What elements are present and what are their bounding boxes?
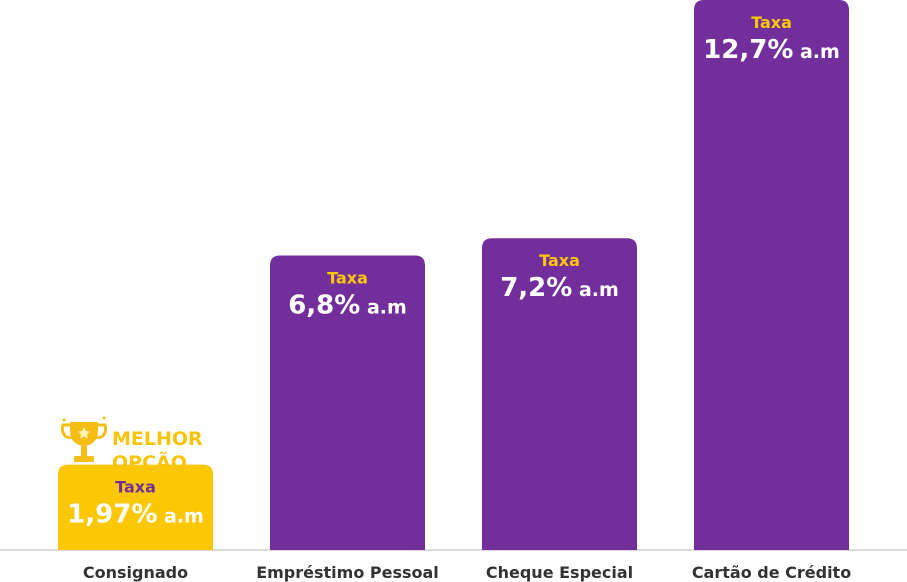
badge-line-2: OPÇÃO <box>112 450 187 474</box>
bar-value-label: 6,8% a.m <box>288 291 407 321</box>
bar-rate-caption: Taxa <box>539 251 580 270</box>
badge-line-1: MELHOR <box>112 428 203 450</box>
bar-1 <box>270 255 425 550</box>
trophy-icon <box>60 416 108 462</box>
category-label: Consignado <box>83 563 188 582</box>
bar-rate-caption: Taxa <box>327 269 368 288</box>
category-label: Cartão de Crédito <box>692 563 851 582</box>
bar-3 <box>694 0 849 550</box>
bar-rate-caption: Taxa <box>751 13 792 32</box>
bar-rate-caption: Taxa <box>115 478 156 497</box>
bar-value-label: 7,2% a.m <box>500 273 619 303</box>
bar-value-label: 12,7% a.m <box>703 35 840 65</box>
bar-value-label: 1,97% a.m <box>67 500 204 530</box>
best-option-badge: MELHOR OPÇÃO <box>60 416 203 474</box>
category-label: Cheque Especial <box>486 563 633 582</box>
category-label: Empréstimo Pessoal <box>256 563 439 582</box>
bar-0 <box>58 464 213 550</box>
bar-2 <box>482 238 637 551</box>
bars-group: Taxa 1,97% a.m Consignado Taxa 6,8% a.m Empré… <box>58 0 851 582</box>
